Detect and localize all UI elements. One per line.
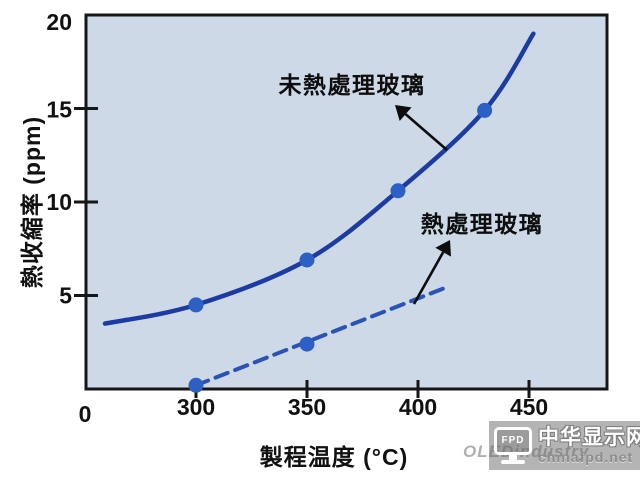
data-point xyxy=(477,102,493,118)
annotation-arrow xyxy=(412,240,451,305)
data-point xyxy=(299,252,315,268)
data-point xyxy=(299,336,315,352)
y-tick-label: 20 xyxy=(46,9,72,35)
x-axis-label: 製程温度 (°C) xyxy=(259,444,409,470)
y-axis-label: 熱收縮率 (ppm) xyxy=(19,115,45,289)
x-tick-label: 450 xyxy=(510,394,548,420)
fpd-monitor-icon: FPD xyxy=(492,424,536,468)
data-point xyxy=(390,183,406,199)
y-tick-label: 5 xyxy=(59,283,72,309)
origin-tick-label: 0 xyxy=(79,401,92,427)
treated-dashed-line xyxy=(194,286,447,388)
watermark-text-block: 中华显示网 chinafpd.net xyxy=(538,427,640,464)
annotation-untreated-glass-label: 未熱處理玻璃 xyxy=(278,72,426,98)
y-tick-label: 15 xyxy=(46,97,72,123)
series-treated-glass xyxy=(188,286,447,393)
arrow-head xyxy=(435,240,451,257)
watermark-site-url: chinafpd.net xyxy=(538,449,634,465)
data-point xyxy=(188,377,204,393)
fpd-icon-label: FPD xyxy=(501,435,525,446)
fpd-monitor-screen: FPD xyxy=(494,426,532,455)
series-untreated-glass xyxy=(102,31,536,326)
fpd-monitor-base xyxy=(501,459,525,464)
arrow-shaft xyxy=(412,251,445,305)
fpd-monitor-neck xyxy=(509,454,517,460)
annotation-arrow xyxy=(395,105,448,151)
arrow-shaft xyxy=(404,113,448,151)
x-tick-label: 400 xyxy=(399,394,437,420)
y-tick-label: 10 xyxy=(46,189,72,215)
x-tick-label: 350 xyxy=(288,394,326,420)
y-ticks: 5 10 15 20 xyxy=(46,9,98,309)
x-tick-label: 300 xyxy=(177,394,215,420)
arrow-head xyxy=(395,105,412,121)
x-ticks: 300 350 400 450 xyxy=(177,380,548,420)
watermark-site-name: 中华显示网 xyxy=(538,426,640,449)
data-point xyxy=(188,297,204,313)
watermark: OLEDindustry FPD 中华显示网 chinafpd.net xyxy=(463,421,640,470)
annotation-treated-glass-label: 熱處理玻璃 xyxy=(420,211,544,237)
